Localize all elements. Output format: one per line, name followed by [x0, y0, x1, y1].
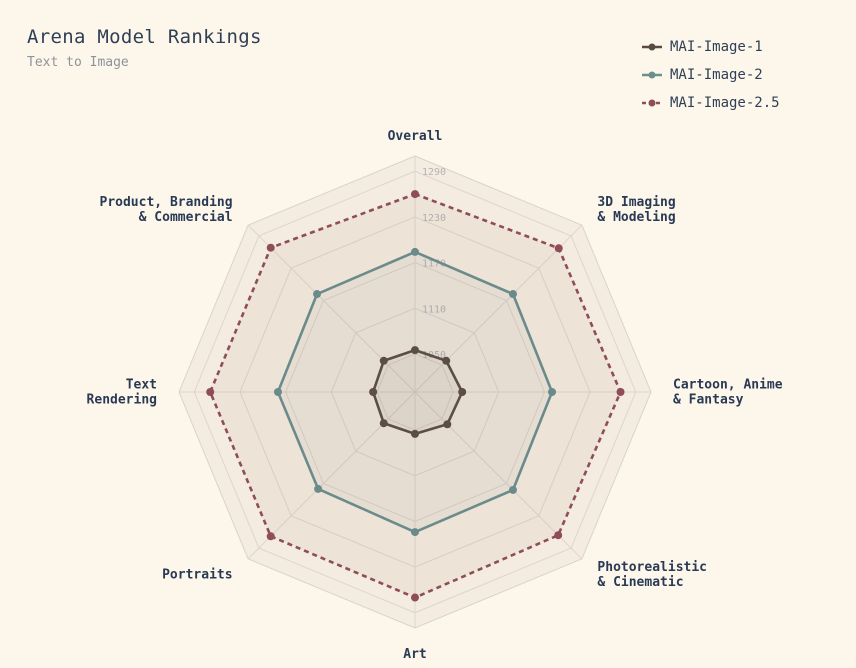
legend-item-mai-image-1[interactable]: MAI-Image-1: [641, 33, 780, 61]
radar-spoke: [247, 391, 416, 560]
data-point: [266, 243, 275, 252]
radar-spoke: [247, 224, 416, 393]
legend-item-mai-image-2-5[interactable]: MAI-Image-2.5: [641, 89, 780, 117]
legend-label: MAI-Image-2: [670, 67, 763, 83]
chart-title: Arena Model Rankings: [27, 26, 262, 48]
data-point: [314, 484, 323, 493]
legend-swatch-icon: [642, 43, 662, 51]
data-point: [273, 388, 282, 396]
tick-label: 1290: [422, 167, 446, 178]
axis-label: Photorealistic & Cinematic: [597, 560, 707, 590]
axis-label: Product, Branding & Commercial: [100, 195, 233, 225]
data-point: [206, 388, 215, 396]
data-point: [411, 528, 419, 537]
axis-label: 3D Imaging & Modeling: [597, 195, 675, 225]
data-point: [379, 419, 388, 428]
data-point: [616, 388, 625, 396]
data-point: [411, 247, 419, 256]
data-point: [554, 244, 563, 253]
tick-label: 1230: [422, 213, 446, 224]
data-point: [379, 356, 388, 365]
axis-label: Portraits: [162, 567, 232, 582]
chart-subtitle: Text to Image: [27, 55, 129, 70]
legend-label: MAI-Image-1: [670, 39, 763, 55]
data-point: [458, 388, 467, 396]
axis-label: Text Rendering: [87, 378, 157, 408]
data-point: [411, 190, 419, 199]
legend-item-mai-image-2[interactable]: MAI-Image-2: [641, 61, 780, 89]
axis-label: Overall: [388, 129, 443, 144]
data-point: [266, 532, 275, 541]
data-point: [411, 593, 419, 602]
legend-swatch-icon: [642, 99, 662, 107]
data-point: [554, 531, 563, 540]
data-point: [508, 290, 517, 299]
data-point: [548, 388, 557, 396]
axis-label: Art: [403, 647, 426, 662]
data-point: [508, 485, 517, 494]
legend: MAI-Image-1 MAI-Image-2 MAI-Image-2.5: [641, 33, 780, 117]
tick-label: 1170: [422, 259, 446, 270]
tick-label: 1110: [422, 304, 446, 315]
data-point: [443, 420, 452, 429]
axis-label: Cartoon, Anime & Fantasy: [673, 378, 783, 408]
data-point: [369, 388, 378, 396]
data-point: [442, 356, 451, 365]
data-point: [313, 290, 322, 299]
legend-swatch-icon: [642, 71, 662, 79]
data-point: [411, 429, 419, 438]
legend-label: MAI-Image-2.5: [670, 95, 780, 111]
radar-spoke: [414, 391, 583, 560]
radar-spoke: [414, 224, 583, 393]
data-point: [411, 346, 419, 355]
